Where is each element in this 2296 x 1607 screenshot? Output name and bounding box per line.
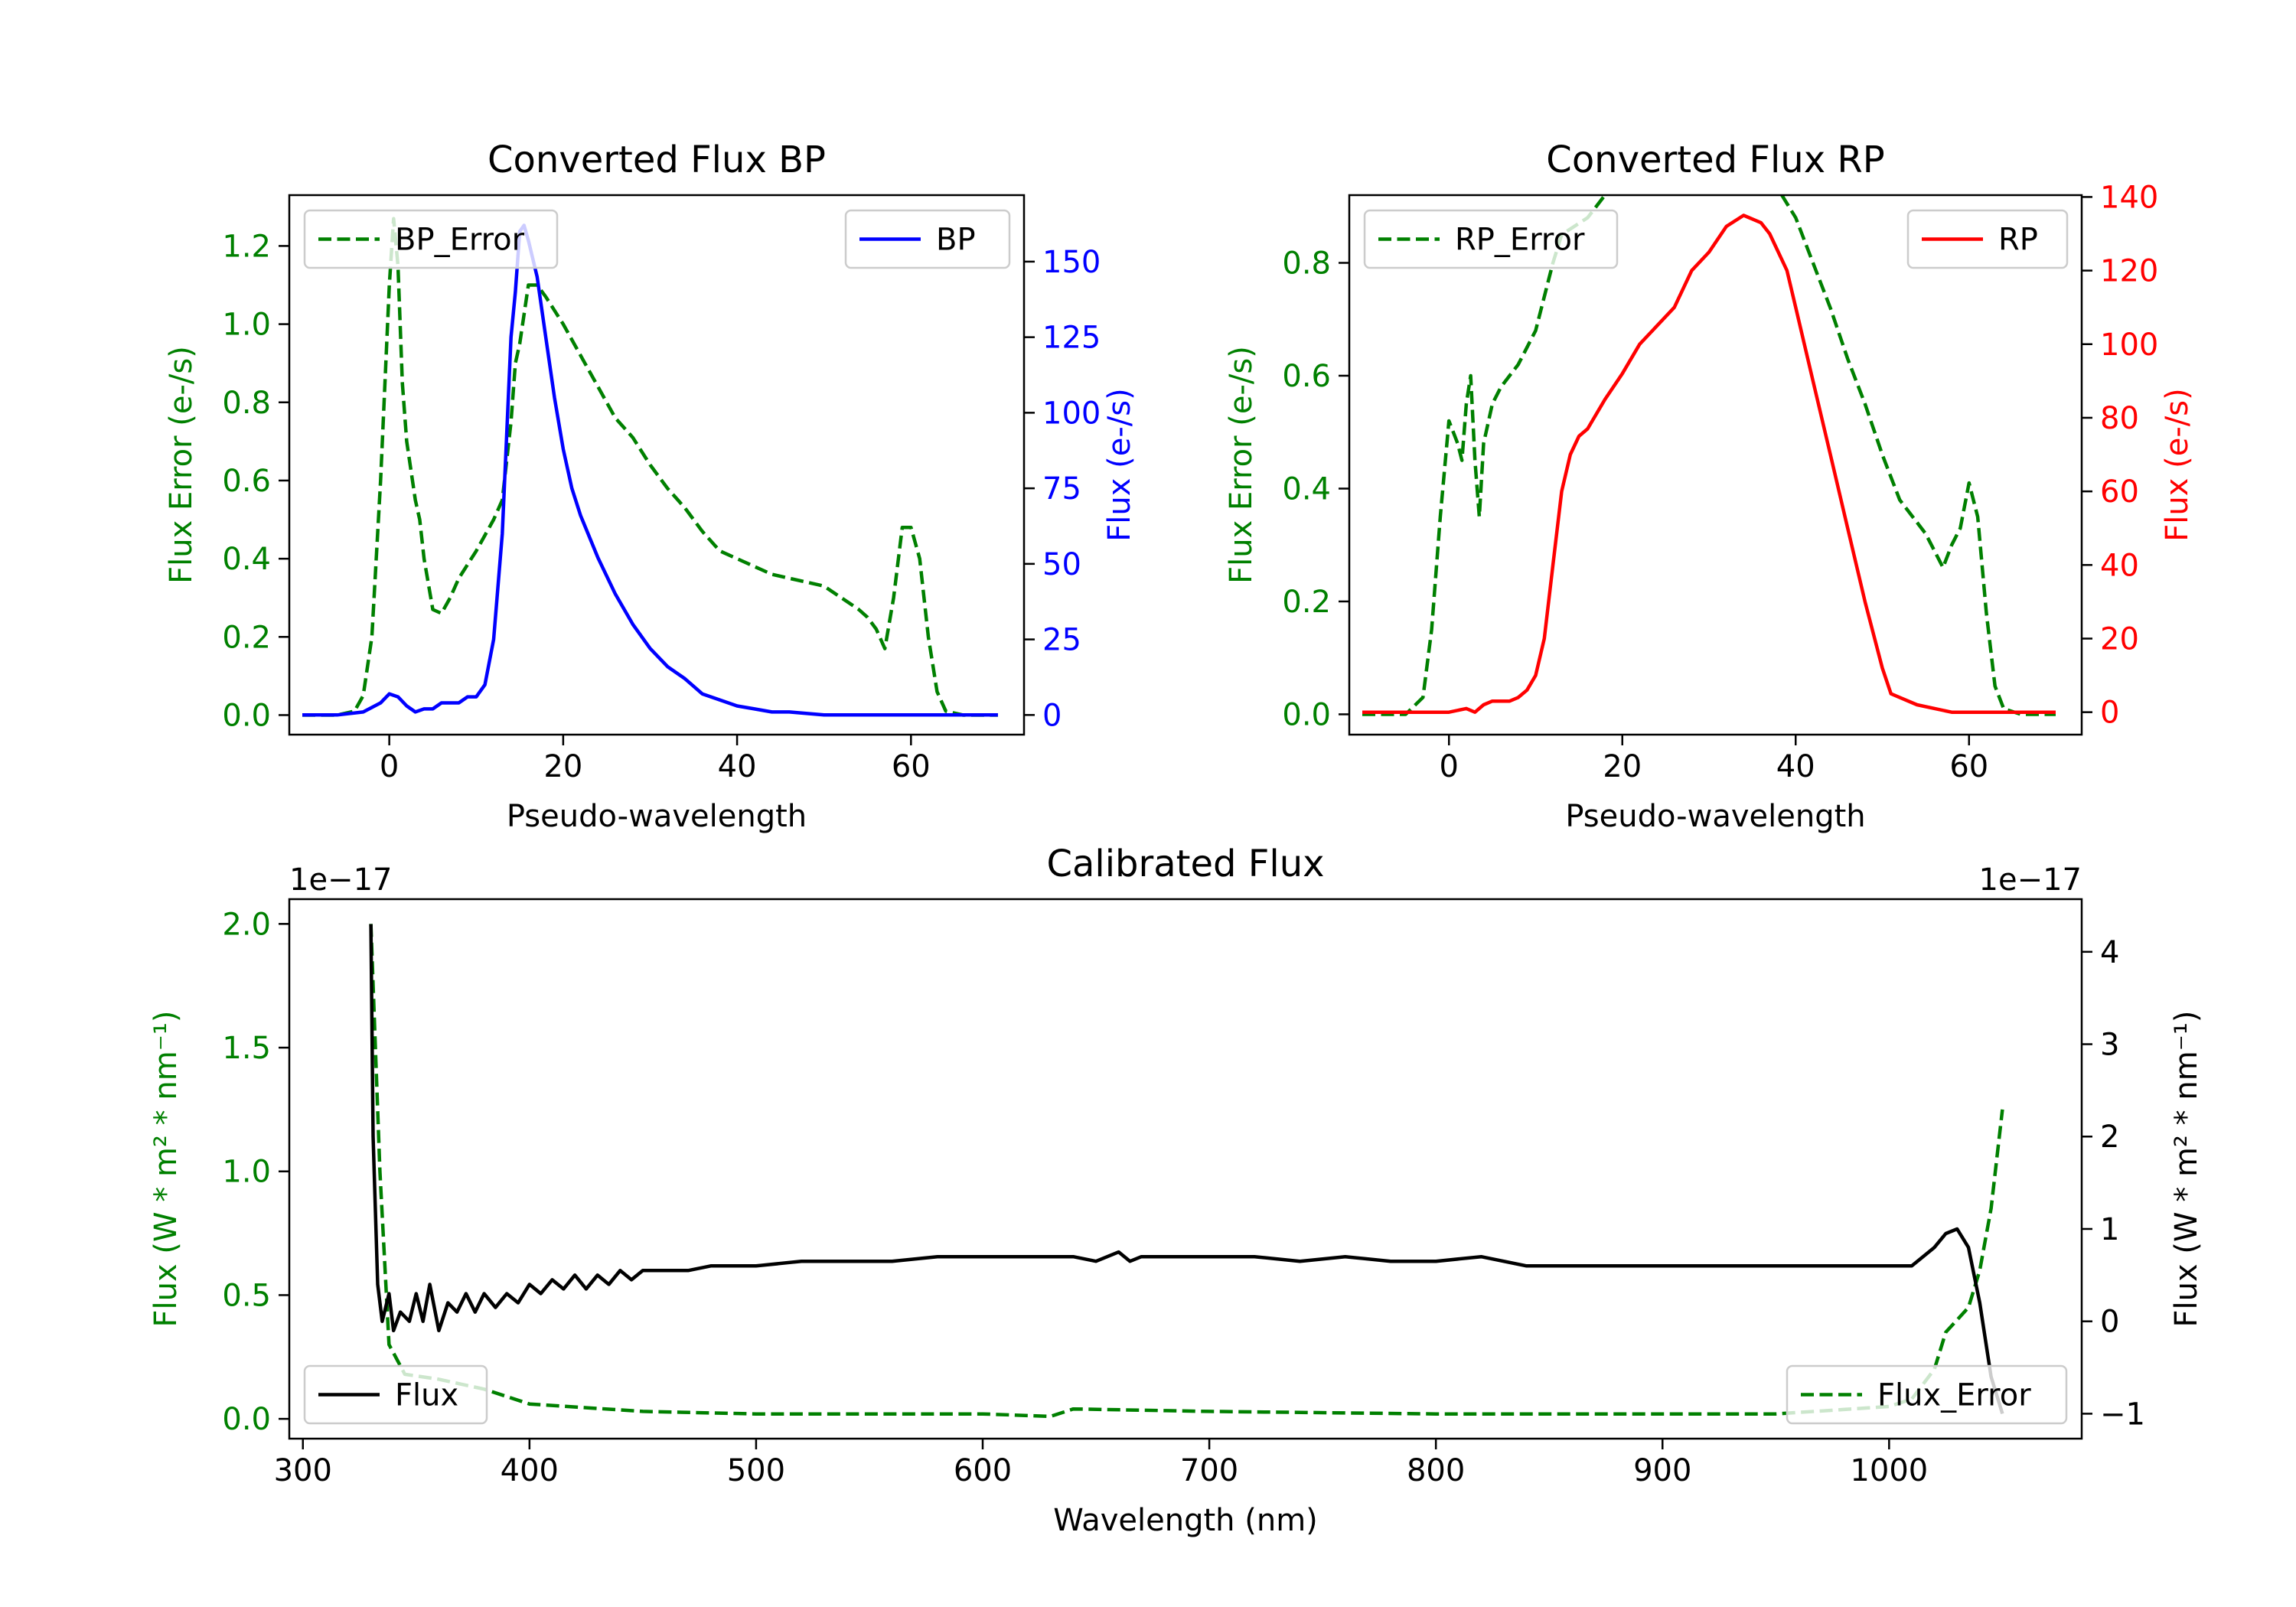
legend-right: Flux_Error bbox=[1786, 1364, 2068, 1425]
y-left-tick-label: 1.2 bbox=[222, 229, 271, 264]
series-line-rp-error bbox=[1362, 195, 2056, 716]
y-left-tick-label: 0.0 bbox=[1282, 697, 1331, 732]
y-left-offset-label: 1e−17 bbox=[289, 862, 392, 898]
y-right-axis-label: Flux (e-/s) bbox=[1102, 388, 1137, 541]
y-right-tick-label: 50 bbox=[1042, 547, 1081, 582]
chart-title: Converted Flux RP bbox=[1546, 139, 1884, 181]
chart-title: Converted Flux BP bbox=[488, 139, 826, 181]
chart-cal: 300 400 500 600 700 800 900 1000 0.0 0.5 1.0 1.5 2.0… bbox=[148, 843, 2204, 1538]
y-left-tick-label: 0.8 bbox=[1282, 246, 1331, 281]
legend-label: Flux bbox=[395, 1378, 458, 1413]
y-left-tick-label: 1.0 bbox=[222, 1155, 271, 1190]
y-left-tick-label: 0.0 bbox=[222, 1402, 271, 1437]
y-right-offset-label: 1e−17 bbox=[1979, 862, 2082, 898]
x-tick-label: 700 bbox=[1180, 1453, 1238, 1488]
y-left-tick-label: 1.0 bbox=[222, 308, 271, 343]
legend-label: Flux_Error bbox=[1877, 1378, 2031, 1413]
y-left-tick-label: 0.4 bbox=[222, 542, 271, 577]
y-right-tick-label: 1 bbox=[2100, 1212, 2119, 1247]
y-right-tick-label: 20 bbox=[2100, 621, 2139, 657]
series-line-bp-error bbox=[302, 217, 998, 717]
legend-box bbox=[1363, 209, 1619, 269]
x-tick-label: 40 bbox=[1776, 749, 1815, 784]
y-left-tick-label: 0.6 bbox=[1282, 359, 1331, 394]
y-right-tick-label: −1 bbox=[2100, 1397, 2145, 1432]
x-tick-label: 40 bbox=[718, 749, 757, 784]
x-tick-label: 900 bbox=[1633, 1453, 1691, 1488]
y-right-tick-label: 2 bbox=[2100, 1120, 2119, 1155]
x-tick-label: 60 bbox=[1949, 749, 1988, 784]
x-axis-label: Pseudo-wavelength bbox=[1565, 799, 1865, 834]
legend-box bbox=[303, 209, 559, 269]
legend-box bbox=[1906, 209, 2069, 269]
y-left-tick-label: 0.0 bbox=[222, 698, 271, 733]
legend-label: RP_Error bbox=[1455, 223, 1585, 258]
y-left-tick-label: 0.6 bbox=[222, 464, 271, 499]
y-right-tick-label: 0 bbox=[2100, 696, 2119, 731]
x-axis-label: Pseudo-wavelength bbox=[507, 799, 807, 834]
legend-box bbox=[1786, 1364, 2068, 1425]
y-right-tick-label: 0 bbox=[1042, 698, 1062, 733]
legend-label: BP bbox=[936, 223, 976, 258]
y-left-tick-label: 1.5 bbox=[222, 1031, 271, 1066]
y-left-axis-label: Flux (W * m² * nm⁻¹) bbox=[148, 1011, 184, 1328]
y-right-tick-label: 40 bbox=[2100, 548, 2139, 583]
y-right-tick-label: 60 bbox=[2100, 474, 2139, 510]
y-right-tick-label: 100 bbox=[1042, 396, 1101, 431]
chart-bp: 0 20 40 60 0.0 0.2 0.4 0.6 0.8 1.0 1.2 0 25 50 75 100 12… bbox=[164, 139, 1137, 834]
legend-right: BP bbox=[844, 209, 1011, 269]
x-tick-label: 60 bbox=[892, 749, 931, 784]
x-tick-label: 0 bbox=[1440, 749, 1459, 784]
y-right-tick-label: 25 bbox=[1042, 623, 1081, 658]
legend-right: RP bbox=[1906, 209, 2069, 269]
plot-frame bbox=[288, 194, 1026, 736]
x-axis-label: Wavelength (nm) bbox=[1053, 1503, 1318, 1538]
y-left-tick-label: 0.4 bbox=[1282, 471, 1331, 507]
legend-left: BP_Error bbox=[303, 209, 559, 269]
y-right-tick-label: 75 bbox=[1042, 471, 1081, 507]
legend-left: RP_Error bbox=[1363, 209, 1619, 269]
legend-box bbox=[844, 209, 1011, 269]
x-tick-label: 20 bbox=[1603, 749, 1642, 784]
series-line-flux bbox=[369, 924, 2004, 1415]
y-left-tick-label: 0.8 bbox=[222, 386, 271, 421]
y-right-tick-label: 150 bbox=[1042, 245, 1101, 280]
y-left-axis-label: Flux Error (e-/s) bbox=[1224, 346, 1259, 584]
y-right-tick-label: 140 bbox=[2100, 180, 2158, 215]
legend-left: Flux bbox=[303, 1364, 488, 1425]
y-right-axis-label: Flux (W * m² * nm⁻¹) bbox=[2169, 1011, 2204, 1328]
x-tick-label: 400 bbox=[501, 1453, 559, 1488]
x-tick-label: 20 bbox=[543, 749, 582, 784]
y-right-tick-label: 100 bbox=[2100, 328, 2158, 363]
y-right-axis-label: Flux (e-/s) bbox=[2160, 388, 2195, 541]
legend-label: RP bbox=[1998, 223, 2038, 258]
y-left-tick-label: 0.2 bbox=[222, 620, 271, 655]
plot-frame bbox=[1348, 194, 2083, 736]
legend-box bbox=[303, 1364, 488, 1425]
y-right-tick-label: 80 bbox=[2100, 401, 2139, 436]
plot-frame bbox=[288, 898, 2083, 1440]
series-line-rp bbox=[1362, 214, 2056, 714]
y-left-tick-label: 0.2 bbox=[1282, 585, 1331, 620]
y-right-tick-label: 4 bbox=[2100, 935, 2119, 970]
y-right-tick-label: 3 bbox=[2100, 1028, 2119, 1063]
y-right-tick-label: 125 bbox=[1042, 321, 1101, 356]
y-left-axis-label: Flux Error (e-/s) bbox=[164, 346, 199, 584]
y-left-tick-label: 2.0 bbox=[222, 907, 271, 942]
y-right-tick-label: 0 bbox=[2100, 1305, 2119, 1340]
chart-title: Calibrated Flux bbox=[1046, 843, 1324, 885]
y-left-tick-label: 0.5 bbox=[222, 1278, 271, 1313]
x-tick-label: 300 bbox=[274, 1453, 332, 1488]
y-right-tick-label: 120 bbox=[2100, 254, 2158, 289]
x-tick-label: 0 bbox=[380, 749, 399, 784]
chart-rp: 0 20 40 60 0.0 0.2 0.4 0.6 0.8 0 20 40 60 80 100 120 140… bbox=[1224, 139, 2195, 834]
x-tick-label: 500 bbox=[727, 1453, 785, 1488]
x-tick-label: 600 bbox=[954, 1453, 1012, 1488]
x-tick-label: 800 bbox=[1407, 1453, 1465, 1488]
x-tick-label: 1000 bbox=[1850, 1453, 1928, 1488]
legend-label: BP_Error bbox=[395, 223, 525, 258]
series-line-bp bbox=[302, 223, 998, 717]
series-line-flux-error bbox=[369, 924, 2004, 1419]
